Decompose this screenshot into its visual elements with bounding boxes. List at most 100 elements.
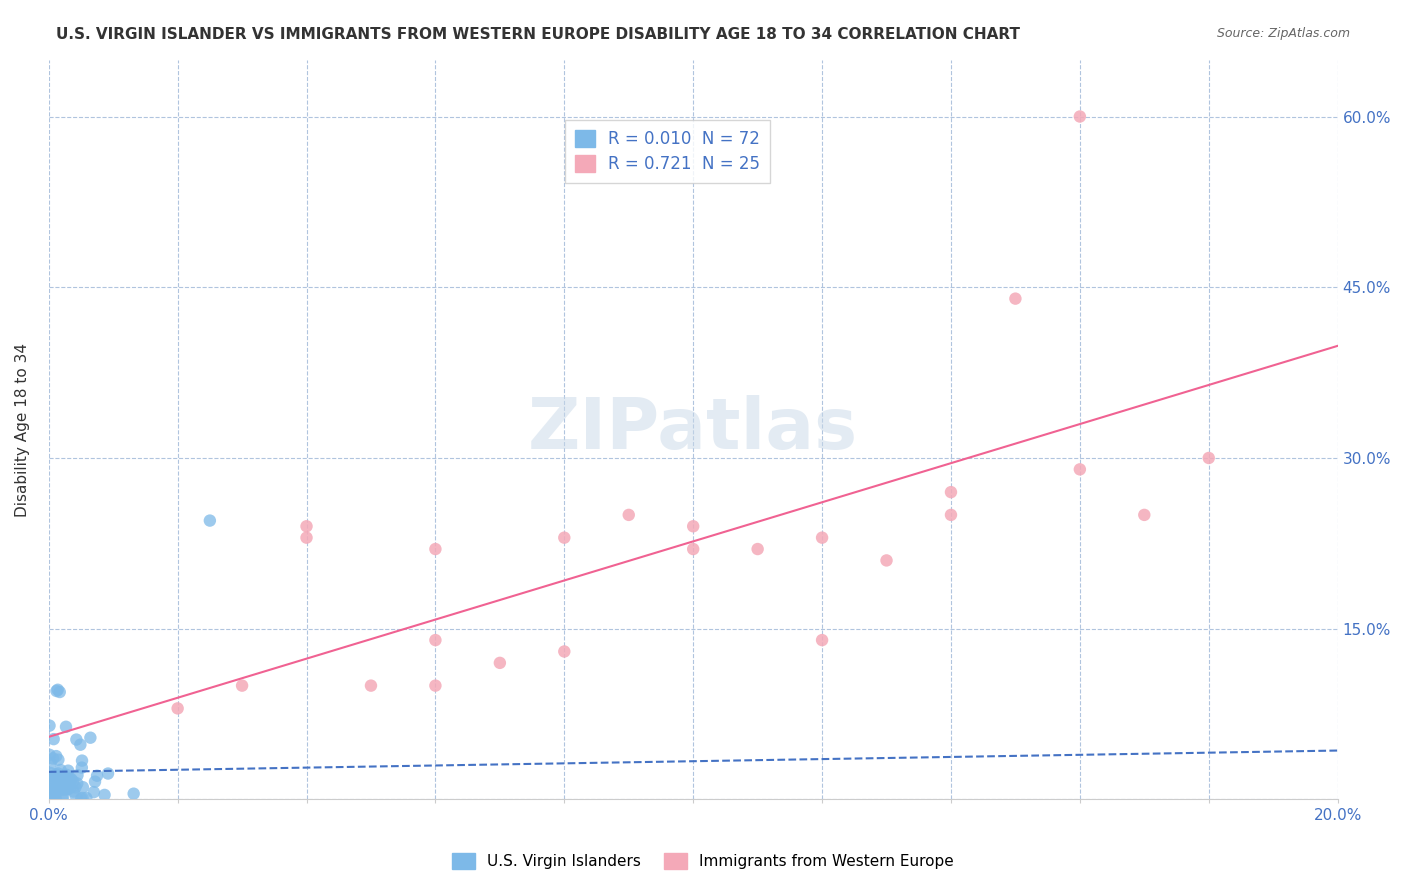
Point — [166, 701, 188, 715]
Text: ZIPatlas: ZIPatlas — [529, 395, 858, 464]
Point — [52, 781, 75, 796]
Point — [66, 776, 89, 790]
Point — [46, 766, 69, 780]
Point — [939, 508, 962, 522]
Text: Source: ZipAtlas.com: Source: ZipAtlas.com — [1216, 27, 1350, 40]
Point — [1004, 292, 1026, 306]
Point — [939, 485, 962, 500]
Point — [38, 747, 60, 762]
Point — [51, 791, 73, 805]
Point — [811, 633, 834, 648]
Point — [83, 785, 105, 799]
Point — [46, 780, 69, 795]
Point — [39, 771, 62, 785]
Point — [42, 732, 65, 747]
Point — [65, 789, 87, 804]
Point — [198, 514, 221, 528]
Point — [55, 720, 77, 734]
Point — [425, 542, 447, 557]
Point — [38, 784, 60, 798]
Point — [38, 718, 60, 732]
Point — [70, 791, 93, 805]
Point — [46, 769, 69, 783]
Point — [41, 785, 63, 799]
Point — [49, 772, 72, 787]
Point — [39, 791, 62, 805]
Point — [72, 791, 94, 805]
Point — [46, 682, 69, 697]
Point — [553, 531, 575, 545]
Point — [48, 753, 70, 767]
Point — [69, 738, 91, 752]
Point — [42, 788, 65, 802]
Point — [55, 770, 77, 784]
Point — [41, 774, 63, 789]
Point — [52, 790, 75, 805]
Point — [41, 790, 63, 805]
Point — [1069, 110, 1091, 124]
Point — [811, 531, 834, 545]
Point — [682, 542, 704, 557]
Point — [97, 766, 120, 780]
Point — [1069, 462, 1091, 476]
Point — [360, 679, 382, 693]
Point — [876, 553, 898, 567]
Point — [425, 679, 447, 693]
Point — [53, 772, 76, 786]
Point — [52, 782, 75, 797]
Point — [66, 768, 89, 782]
Point — [122, 787, 145, 801]
Point — [1198, 450, 1220, 465]
Point — [52, 779, 75, 793]
Point — [86, 769, 108, 783]
Point — [62, 784, 84, 798]
Point — [553, 644, 575, 658]
Point — [425, 633, 447, 648]
Point — [75, 791, 97, 805]
Point — [231, 679, 253, 693]
Point — [58, 772, 80, 786]
Point — [56, 782, 79, 797]
Point — [79, 731, 101, 745]
Point — [70, 761, 93, 775]
Point — [55, 768, 77, 782]
Point — [45, 684, 67, 698]
Point — [38, 769, 60, 783]
Point — [45, 767, 67, 781]
Text: U.S. VIRGIN ISLANDER VS IMMIGRANTS FROM WESTERN EUROPE DISABILITY AGE 18 TO 34 C: U.S. VIRGIN ISLANDER VS IMMIGRANTS FROM … — [56, 27, 1021, 42]
Point — [1133, 508, 1156, 522]
Point — [56, 782, 79, 797]
Point — [56, 764, 79, 778]
Point — [93, 788, 115, 802]
Point — [56, 776, 79, 790]
Point — [41, 777, 63, 791]
Point — [682, 519, 704, 533]
Point — [62, 774, 84, 789]
Point — [39, 756, 62, 771]
Point — [44, 784, 66, 798]
Point — [42, 751, 65, 765]
Point — [52, 782, 75, 797]
Point — [44, 787, 66, 801]
Point — [59, 780, 82, 795]
Point — [49, 763, 72, 777]
Point — [65, 732, 87, 747]
Point — [39, 789, 62, 804]
Y-axis label: Disability Age 18 to 34: Disability Age 18 to 34 — [15, 343, 30, 516]
Point — [45, 792, 67, 806]
Point — [60, 772, 83, 786]
Point — [38, 781, 60, 796]
Point — [72, 780, 94, 794]
Legend: U.S. Virgin Islanders, Immigrants from Western Europe: U.S. Virgin Islanders, Immigrants from W… — [446, 847, 960, 875]
Point — [70, 754, 93, 768]
Point — [617, 508, 640, 522]
Point — [84, 774, 107, 789]
Point — [65, 780, 87, 795]
Point — [44, 769, 66, 783]
Point — [295, 519, 318, 533]
Point — [747, 542, 769, 557]
Legend: R = 0.010  N = 72, R = 0.721  N = 25: R = 0.010 N = 72, R = 0.721 N = 25 — [565, 120, 770, 183]
Point — [39, 766, 62, 780]
Point — [45, 749, 67, 764]
Point — [45, 780, 67, 794]
